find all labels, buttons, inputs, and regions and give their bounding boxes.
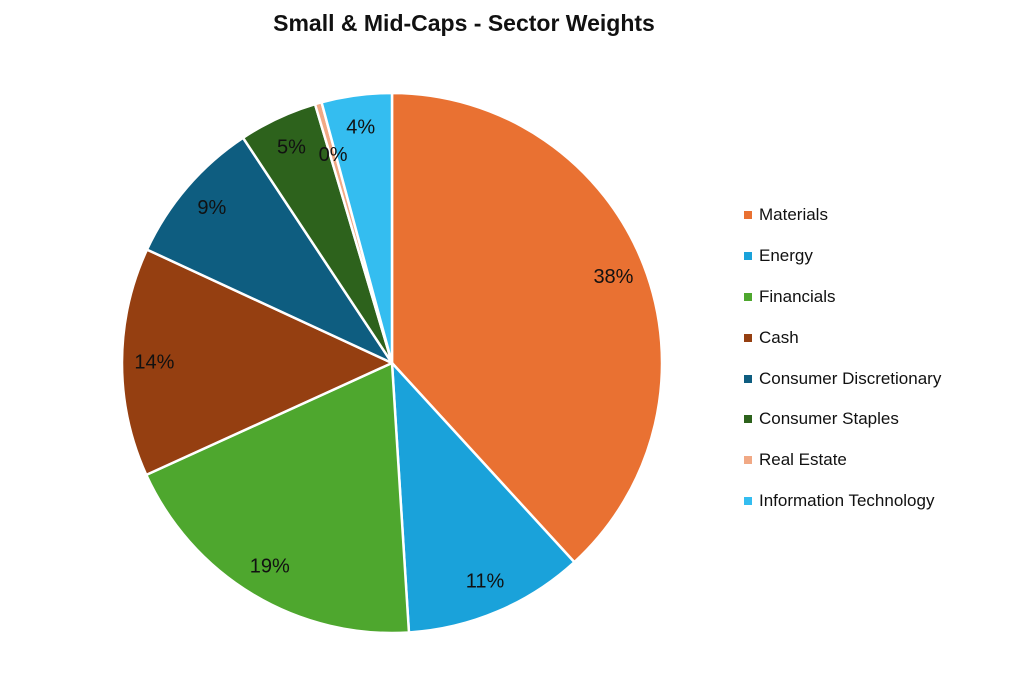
legend-swatch	[744, 252, 752, 261]
legend-swatch	[744, 374, 752, 383]
legend-item-information-technology: Information Technology	[744, 481, 941, 522]
pie-slice-information-technology	[320, 91, 394, 365]
data-label-real-estate: 0%	[319, 144, 348, 166]
data-label-cash: 14%	[134, 351, 174, 373]
pie-slice-cash	[120, 248, 394, 477]
legend-swatch	[744, 496, 752, 505]
legend-label: Energy	[759, 246, 813, 266]
data-label-financials: 19%	[250, 556, 290, 578]
legend-item-energy: Energy	[744, 236, 941, 277]
pie-data-labels: 38% 11% 19% 14% 9% 5% 0% 4%	[134, 116, 633, 592]
legend-label: Cash	[759, 327, 799, 347]
legend-swatch	[744, 456, 752, 465]
legend-swatch	[744, 415, 752, 424]
data-label-consumer-staples: 5%	[277, 137, 306, 159]
legend-swatch	[744, 211, 752, 220]
legend-item-financials: Financials	[744, 277, 941, 318]
legend-label: Consumer Staples	[759, 409, 899, 429]
chart-title: Small & Mid-Caps - Sector Weights	[273, 10, 655, 36]
legend-label: Information Technology	[759, 490, 935, 510]
legend-swatch	[744, 333, 752, 342]
pie-slices	[120, 91, 664, 635]
legend-swatch	[744, 292, 752, 301]
data-label-materials: 38%	[593, 266, 633, 288]
data-label-information-technology: 4%	[346, 116, 375, 138]
legend-item-consumer-staples: Consumer Staples	[744, 399, 941, 440]
pie-slice-financials	[145, 361, 411, 635]
pie-slice-energy	[390, 361, 576, 634]
legend-item-consumer-discretionary: Consumer Discretionary	[744, 358, 941, 399]
legend-label: Financials	[759, 286, 836, 306]
pie-slice-materials	[390, 91, 664, 564]
data-label-consumer-discretionary: 9%	[197, 197, 226, 219]
data-label-energy: 11%	[466, 571, 505, 593]
legend-label: Real Estate	[759, 450, 847, 470]
legend-label: Consumer Discretionary	[759, 368, 942, 388]
pie-slice-consumer-discretionary	[145, 136, 394, 365]
legend-label: Materials	[759, 205, 828, 225]
legend-item-cash: Cash	[744, 317, 941, 358]
legend-item-materials: Materials	[744, 195, 941, 236]
legend: Materials Energy Financials Cash Consumer Di…	[744, 195, 941, 521]
legend-item-real-estate: Real Estate	[744, 440, 941, 481]
